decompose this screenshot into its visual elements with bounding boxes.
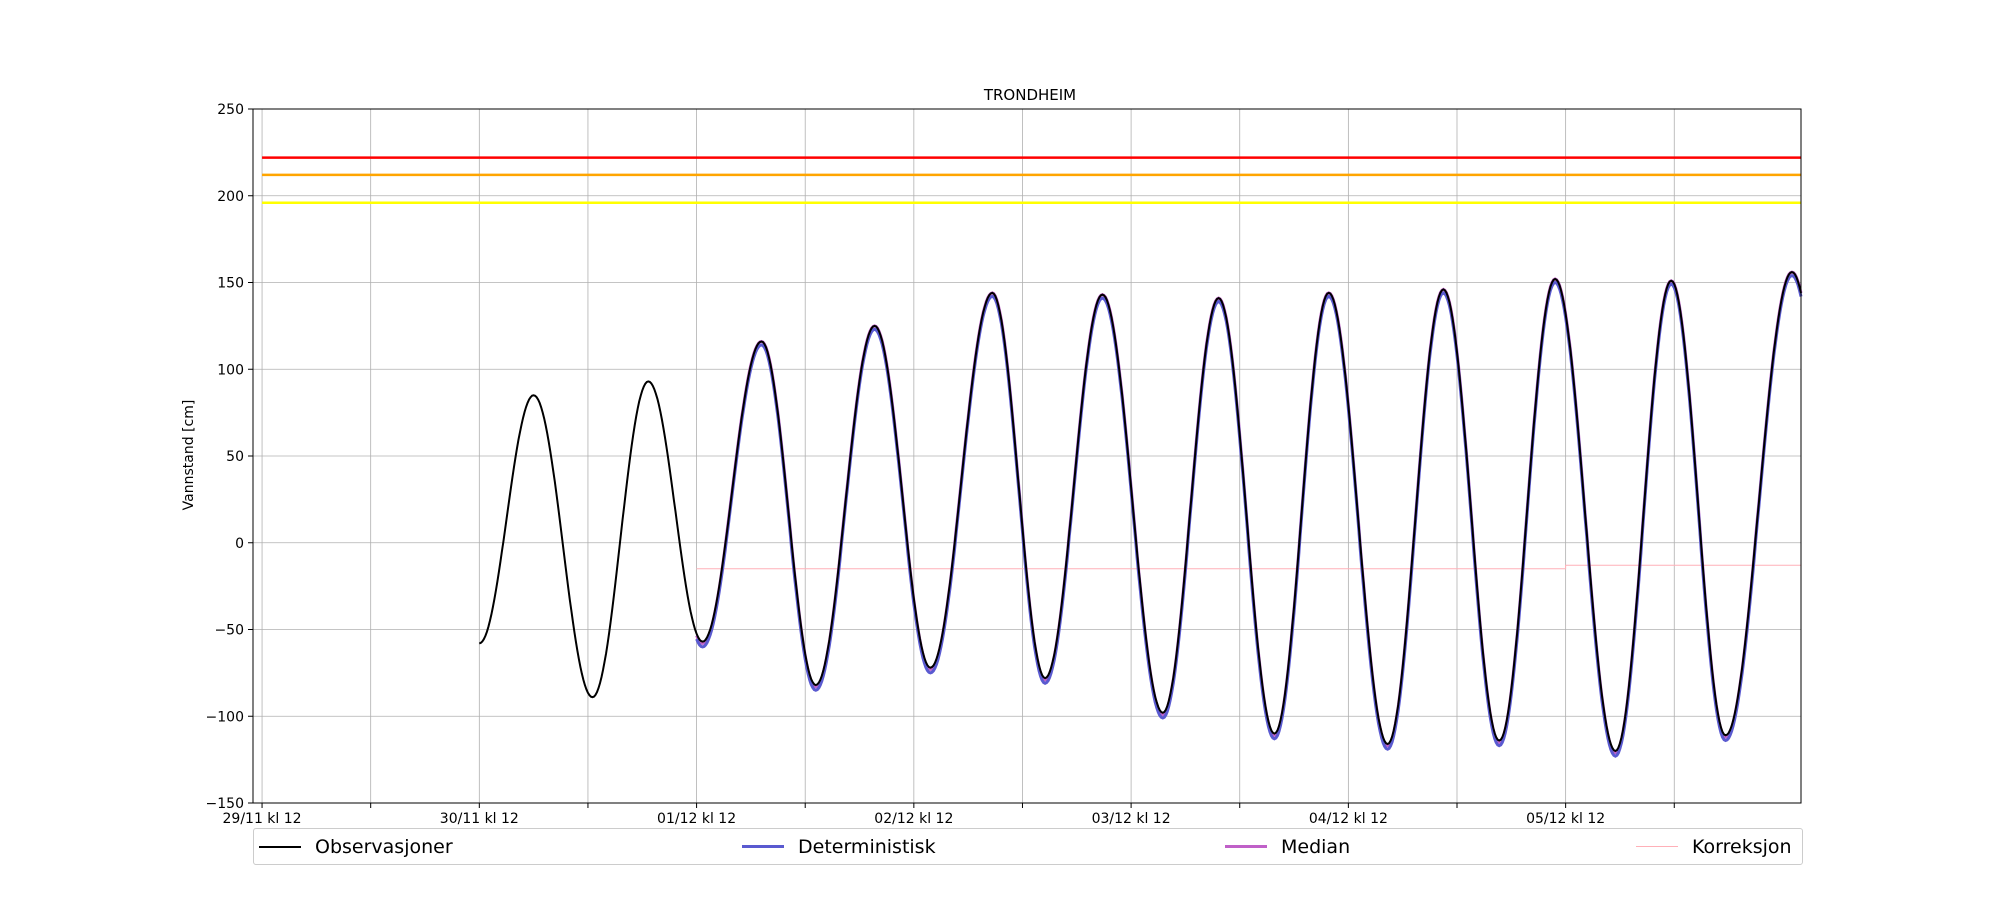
legend-item-correction: Korreksjon — [1636, 829, 1792, 864]
series-line-correction — [696, 564, 1801, 570]
series-lines — [478, 270, 1803, 758]
x-tick-label: 04/12 kl 12 — [1309, 811, 1388, 827]
y-tick-label: −150 — [206, 796, 244, 812]
x-tick-label: 03/12 kl 12 — [1092, 811, 1171, 827]
y-tick-label: −100 — [206, 709, 244, 725]
y-tick-label: 250 — [217, 102, 244, 118]
legend-item-observations: Observasjoner — [259, 829, 453, 864]
legend-swatch-median — [1225, 845, 1267, 848]
threshold-lines — [262, 156, 1801, 204]
axis-ticks: −150 −100 −50 0 50 100 150 200 250 29/11 kl 12 30/… — [206, 102, 1675, 827]
y-axis-label: Vannstand [cm] — [181, 400, 197, 511]
x-tick-label: 29/11 kl 12 — [223, 811, 302, 827]
y-tick-label: 200 — [217, 189, 244, 205]
legend-swatch-deterministic — [742, 845, 784, 848]
grid — [253, 108, 1801, 804]
y-tick-label: −50 — [214, 623, 244, 639]
series-line-deterministic — [695, 273, 1803, 758]
series-line-median — [695, 270, 1803, 755]
legend-label-deterministic: Deterministisk — [798, 835, 936, 858]
legend-label-correction: Korreksjon — [1692, 835, 1792, 858]
x-tick-label: 30/11 kl 12 — [440, 811, 519, 827]
legend-label-observations: Observasjoner — [315, 835, 453, 858]
legend: Observasjoner Deterministisk Median Korr… — [253, 828, 1803, 865]
y-tick-label: 100 — [217, 362, 244, 378]
legend-swatch-observations — [259, 845, 301, 848]
series-line-observations — [478, 271, 1802, 753]
y-tick-label: 0 — [235, 536, 244, 552]
x-tick-label: 02/12 kl 12 — [874, 811, 953, 827]
legend-item-deterministic: Deterministisk — [742, 829, 936, 864]
y-tick-label: 150 — [217, 276, 244, 292]
legend-item-median: Median — [1225, 829, 1350, 864]
legend-swatch-correction — [1636, 846, 1678, 847]
legend-label-median: Median — [1281, 835, 1351, 858]
x-tick-label: 05/12 kl 12 — [1526, 811, 1605, 827]
x-tick-label: 01/12 kl 12 — [657, 811, 736, 827]
y-tick-label: 50 — [226, 449, 244, 465]
chart-title: TRONDHEIM — [983, 86, 1076, 104]
